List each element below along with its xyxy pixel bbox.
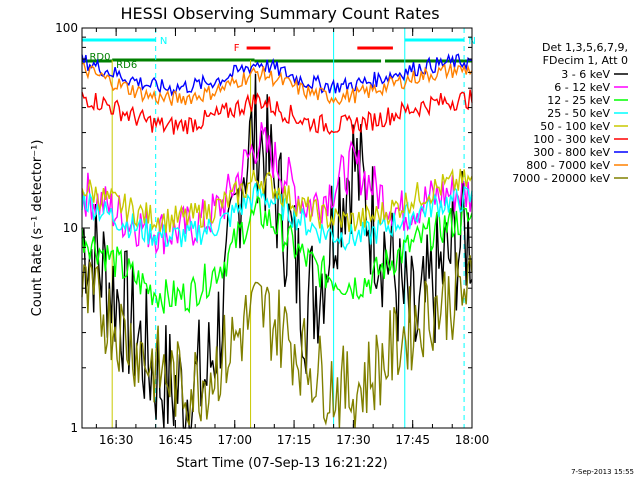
series-line (81, 89, 473, 135)
legend-header-1: Det 1,3,5,6,7,9, (542, 41, 628, 54)
series-layer (81, 52, 473, 429)
y-tick-label: 10 (63, 221, 78, 235)
series-line (81, 194, 473, 314)
x-tick-label: 18:00 (455, 433, 490, 447)
legend-label: 300 - 800 keV (533, 146, 610, 159)
series-line (81, 62, 473, 106)
y-axis: 1 10 100 (55, 21, 472, 435)
x-tick-label: 17:15 (277, 433, 312, 447)
x-tick-label: 16:45 (158, 433, 193, 447)
flag-label: F (234, 43, 240, 54)
y-axis-label: Count Rate (s⁻¹ detector⁻¹) (30, 140, 45, 317)
x-tick-label: 17:00 (217, 433, 252, 447)
series-line (81, 168, 473, 233)
y-tick-label: 100 (55, 21, 78, 35)
legend-label: 25 - 50 keV (547, 107, 610, 120)
series-line (81, 252, 473, 429)
series-line (81, 73, 473, 429)
legend-label: 6 - 12 keV (554, 81, 610, 94)
x-axis: 16:30 16:45 17:00 17:15 17:30 17:45 18:00 (95, 28, 490, 447)
legend-header-2: FDecim 1, Att 0 (543, 54, 628, 67)
legend-label: 50 - 100 keV (540, 120, 610, 133)
y-tick-label: 1 (70, 421, 78, 435)
flag-label: N (160, 36, 167, 47)
legend-label: 100 - 300 keV (533, 133, 610, 146)
chart-title: HESSI Observing Summary Count Rates (120, 4, 439, 23)
legend-label: 7000 - 20000 keV (512, 172, 610, 185)
x-tick-label: 17:30 (336, 433, 371, 447)
flag-label: RD6 (116, 60, 137, 71)
timestamp-footer: 7-Sep-2013 15:55 (571, 468, 634, 476)
x-tick-label: 16:30 (99, 433, 134, 447)
legend-label: 12 - 25 keV (547, 94, 610, 107)
x-axis-label: Start Time (07-Sep-13 16:21:22) (176, 456, 387, 471)
legend-label: 3 - 6 keV (561, 68, 610, 81)
x-tick-label: 17:45 (395, 433, 430, 447)
flag-label: RD0 (89, 52, 110, 63)
legend-label: 800 - 7000 keV (526, 159, 610, 172)
legend: Det 1,3,5,6,7,9, FDecim 1, Att 0 3 - 6 k… (512, 41, 628, 185)
series-line (81, 52, 473, 97)
